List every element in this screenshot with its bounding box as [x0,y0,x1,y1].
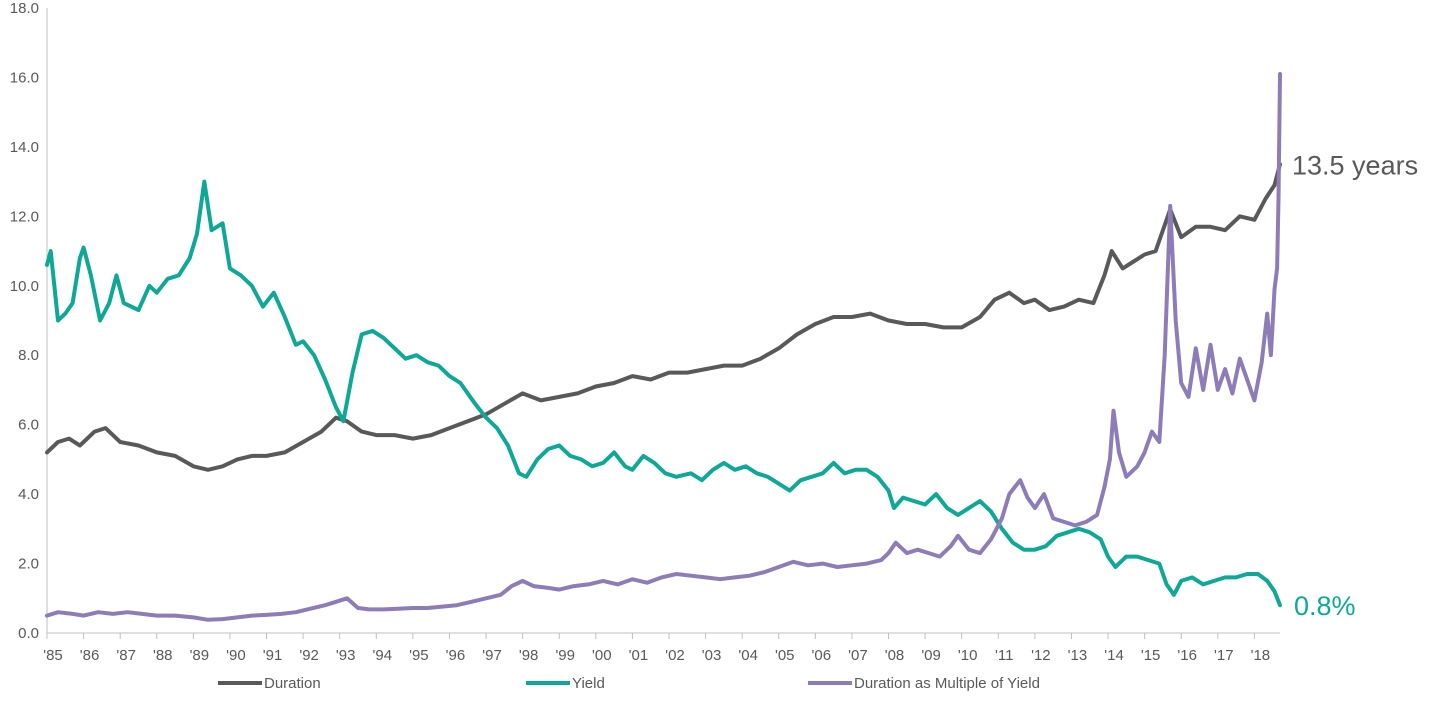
x-tick-label: '97 [482,647,502,664]
x-tick-label: '89 [190,647,210,664]
x-tick-label: '02 [665,647,685,664]
y-tick-label: 12.0 [10,208,39,225]
series-layer [45,72,1282,622]
x-tick-label: '11 [995,647,1013,664]
x-tick-label: '03 [702,647,722,664]
series-line-duration [45,162,1282,472]
x-tick-label: '00 [592,647,612,664]
x-tick-label: '92 [299,647,319,664]
x-tick-label: '91 [263,647,283,664]
y-tick-label: 16.0 [10,69,39,86]
y-tick-label: 14.0 [10,139,39,156]
y-tick-label: 4.0 [18,486,39,503]
end-label-yield: 0.8% [1294,591,1356,621]
x-tick-label: '99 [555,647,575,664]
y-tick-label: 6.0 [18,417,39,434]
end-label-duration: 13.5 years [1292,150,1418,180]
x-tick-label: '94 [373,647,393,664]
legend-entry: Yield [572,675,605,692]
x-tick-label: '09 [921,647,941,664]
x-tick-label: '06 [812,647,832,664]
y-tick-label: 18.0 [10,0,39,17]
x-tick-label: '04 [738,647,758,664]
x-tick-label: '88 [153,647,173,664]
x-tick-label: '17 [1214,647,1234,664]
x-tick-label: '96 [446,647,466,664]
y-tick-label: 0.0 [18,625,39,642]
y-tick-label: 8.0 [18,347,39,364]
x-tick-label: '14 [1104,647,1124,664]
legend-entry: Duration [264,675,321,692]
x-tick-label: '93 [336,647,356,664]
x-tick-label: '10 [958,647,978,664]
series-line-duration-as-multiple-of-yield [45,72,1282,622]
x-tick-label: '86 [80,647,100,664]
x-tick-label: '05 [775,647,795,664]
x-tick-label: '87 [116,647,136,664]
x-tick-label: '16 [1177,647,1197,664]
x-tick-label: '01 [629,647,649,664]
x-tick-label: '13 [1068,647,1088,664]
x-tick-label: '85 [43,647,63,664]
x-axis: '85 '86 '87 '88 '89 '90 '91 '92 '93 '94 '95 '96 '97 '… [43,632,1280,664]
x-tick-label: '98 [519,647,539,664]
y-tick-label: 10.0 [10,278,39,295]
x-tick-label: '08 [885,647,905,664]
x-tick-label: '12 [1031,647,1051,664]
legend: Duration Yield Duration as Multiple of Yie… [218,675,1040,692]
x-tick-label: '90 [226,647,246,664]
y-axis: 0.0 2.0 4.0 6.0 8.0 10.0 12.0 14.0 16.0 18.0 [10,0,48,642]
legend-entry: Duration as Multiple of Yield [854,675,1040,692]
x-tick-label: '15 [1141,647,1161,664]
x-tick-label: '07 [848,647,868,664]
x-tick-label: '18 [1251,647,1271,664]
series-line-yield [45,179,1282,608]
y-tick-label: 2.0 [18,556,39,573]
x-tick-label: '95 [409,647,429,664]
